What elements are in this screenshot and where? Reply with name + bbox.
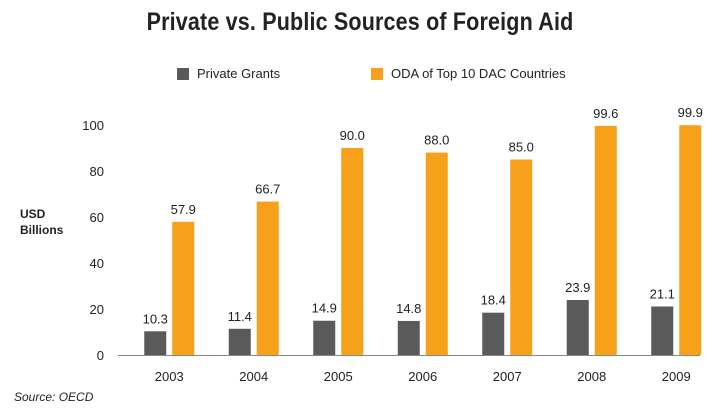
chart-title: Private vs. Public Sources of Foreign Ai… xyxy=(146,8,574,36)
bar-private-grants xyxy=(651,306,674,355)
y-axis-label: USD Billions xyxy=(20,206,63,238)
data-label-private-grants: 10.3 xyxy=(143,311,168,326)
bar-oda xyxy=(172,221,195,355)
data-label-oda: 99.9 xyxy=(678,105,703,120)
bar-oda xyxy=(425,152,448,355)
x-tick-label: 2004 xyxy=(239,369,268,384)
x-tick-label: 2003 xyxy=(155,369,184,384)
data-label-oda: 85.0 xyxy=(509,140,534,155)
x-tick-label: 2005 xyxy=(324,369,353,384)
data-label-oda: 99.6 xyxy=(593,106,618,121)
bar-oda xyxy=(679,125,702,355)
data-label-private-grants: 14.8 xyxy=(396,301,421,316)
legend-label-private-grants: Private Grants xyxy=(197,66,281,81)
bar-oda xyxy=(594,125,617,355)
data-label-private-grants: 18.4 xyxy=(481,293,506,308)
legend: Private Grants ODA of Top 10 DAC Countri… xyxy=(0,66,720,86)
y-tick-label: 80 xyxy=(90,164,104,179)
y-tick-label: 60 xyxy=(90,210,104,225)
data-label-oda: 90.0 xyxy=(340,128,365,143)
bar-oda xyxy=(341,148,364,355)
bar-private-grants xyxy=(566,300,589,355)
bar-oda xyxy=(510,159,533,355)
y-tick-label: 20 xyxy=(90,302,104,317)
bar-oda xyxy=(256,201,279,355)
legend-item-private-grants: Private Grants xyxy=(177,66,280,81)
bar-private-grants xyxy=(482,312,505,355)
data-label-private-grants: 14.9 xyxy=(312,301,337,316)
data-label-oda: 88.0 xyxy=(424,133,449,148)
data-label-private-grants: 11.4 xyxy=(228,309,252,324)
bar-private-grants xyxy=(228,328,251,355)
y-axis-label-line-1: USD xyxy=(20,207,46,221)
x-tick-label: 2009 xyxy=(662,369,691,384)
data-label-private-grants: 21.1 xyxy=(650,286,675,301)
data-label-oda: 57.9 xyxy=(171,202,196,217)
bar-private-grants xyxy=(397,320,420,355)
y-tick-label: 100 xyxy=(82,118,104,133)
legend-item-oda: ODA of Top 10 DAC Countries xyxy=(371,66,566,81)
bar-private-grants xyxy=(313,320,336,355)
legend-swatch-private-grants xyxy=(177,67,189,80)
x-tick-label: 2008 xyxy=(577,369,606,384)
data-label-private-grants: 23.9 xyxy=(565,280,590,295)
y-tick-label: 0 xyxy=(97,348,104,363)
x-tick-label: 2006 xyxy=(408,369,437,384)
source-note: Source: OECD xyxy=(14,390,94,404)
legend-label-oda: ODA of Top 10 DAC Countries xyxy=(391,66,566,81)
y-axis-label-line-2: Billions xyxy=(20,223,64,237)
x-tick-label: 2007 xyxy=(493,369,522,384)
data-label-oda: 66.7 xyxy=(255,182,280,197)
bar-private-grants xyxy=(144,331,167,355)
y-tick-label: 40 xyxy=(90,256,104,271)
legend-swatch-oda xyxy=(371,67,383,80)
